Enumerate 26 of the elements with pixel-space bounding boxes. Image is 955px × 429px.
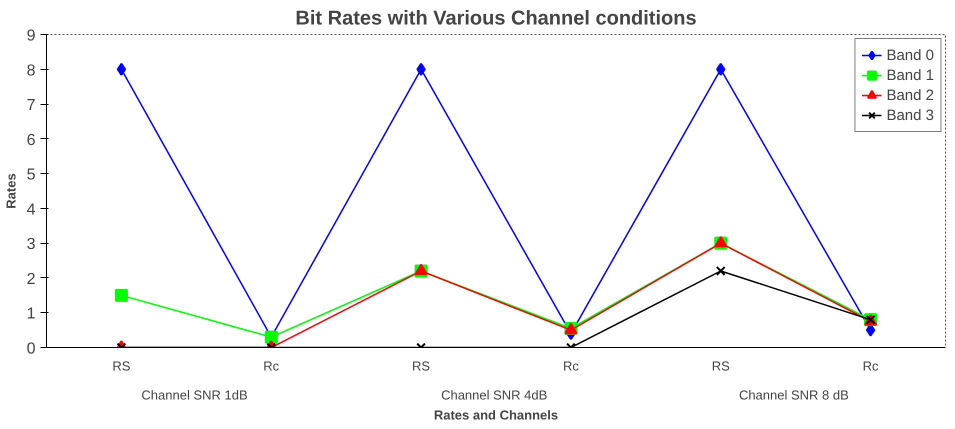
y-tick-label: 9 [26,28,36,44]
y-tick-label: 5 [26,166,36,184]
y-tick-label: 4 [26,201,36,218]
x-tick-label: Rc [263,358,280,374]
legend-label: Band 2 [886,86,934,104]
x-tick-label: Rc [562,358,580,374]
y-tick-label: 8 [26,62,36,80]
legend-label: Band 3 [886,106,934,124]
text: Channel SNR 8 dB [738,388,849,402]
y-tick-label: 0 [26,340,36,358]
y-tick-label: 7 [26,97,36,114]
x-tick-label: RS [412,358,430,374]
chart-title: Bit Rates with Various Channel conditions [295,8,697,30]
y-axis-title: Rates [4,173,19,209]
y-tick-label: 1 [26,306,36,323]
x-tick-label: RS [112,358,131,374]
x-tick-label: RS [712,358,730,374]
legend-label: Band 1 [886,66,934,84]
x-axis-title: Rates and Channels [434,408,558,422]
y-tick-label: 2 [26,270,36,288]
text: Channel SNR 4dB [441,388,548,402]
y-tick-label: 6 [26,132,36,149]
y-tick-label: 3 [26,236,36,254]
x-tick-label: Rc [862,358,880,374]
text: Channel SNR 1dB [141,388,248,402]
legend-label: Band 0 [886,46,934,64]
